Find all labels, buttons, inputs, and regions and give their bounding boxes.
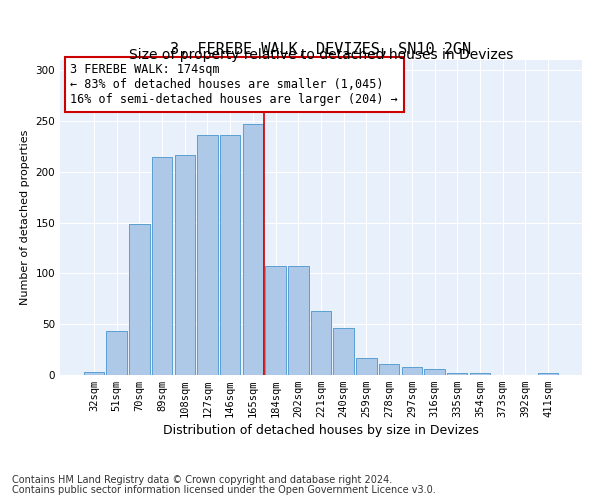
Bar: [288, 266, 308, 375]
Bar: [356, 358, 377, 375]
Bar: [379, 364, 400, 375]
Bar: [334, 328, 354, 375]
Y-axis label: Number of detached properties: Number of detached properties: [20, 130, 30, 305]
Bar: [197, 135, 218, 375]
Bar: [424, 369, 445, 375]
Bar: [84, 372, 104, 375]
Bar: [265, 266, 286, 375]
Text: 3 FEREBE WALK: 174sqm
← 83% of detached houses are smaller (1,045)
16% of semi-d: 3 FEREBE WALK: 174sqm ← 83% of detached …: [70, 63, 398, 106]
X-axis label: Distribution of detached houses by size in Devizes: Distribution of detached houses by size …: [163, 424, 479, 438]
Bar: [152, 156, 172, 375]
Bar: [175, 154, 195, 375]
Bar: [242, 124, 263, 375]
Bar: [447, 373, 467, 375]
Bar: [106, 332, 127, 375]
Bar: [538, 373, 558, 375]
Bar: [129, 224, 149, 375]
Bar: [311, 311, 331, 375]
Bar: [401, 367, 422, 375]
Bar: [470, 373, 490, 375]
Title: 3, FEREBE WALK, DEVIZES, SN10 2GN: 3, FEREBE WALK, DEVIZES, SN10 2GN: [170, 42, 472, 58]
Text: Size of property relative to detached houses in Devizes: Size of property relative to detached ho…: [129, 48, 513, 62]
Bar: [220, 135, 241, 375]
Text: Contains HM Land Registry data © Crown copyright and database right 2024.: Contains HM Land Registry data © Crown c…: [12, 475, 392, 485]
Text: Contains public sector information licensed under the Open Government Licence v3: Contains public sector information licen…: [12, 485, 436, 495]
